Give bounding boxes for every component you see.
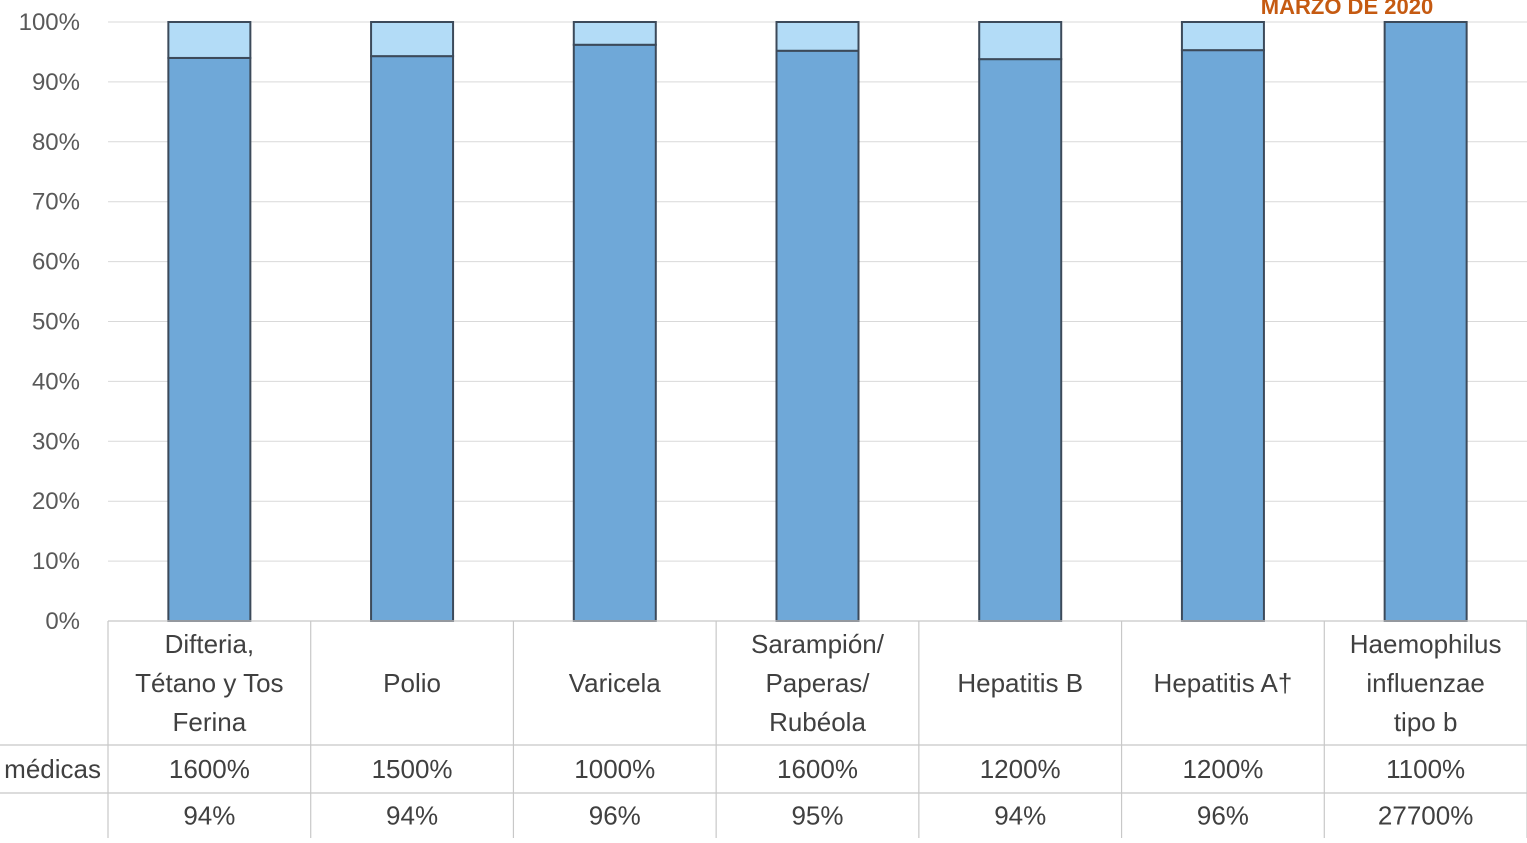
x-tick-label: Polio [383, 668, 441, 698]
y-tick-label: 40% [32, 368, 80, 395]
y-tick-label: 70% [32, 189, 80, 216]
x-tick-label: Rubéola [769, 707, 866, 737]
x-tick-label: influenzae [1366, 668, 1485, 698]
y-tick-label: 60% [32, 249, 80, 276]
table-cell: 27700% [1378, 801, 1473, 831]
x-tick-label: Sarampión/ [751, 629, 885, 659]
y-tick-label: 30% [32, 428, 80, 455]
bar-segment [1383, 21, 1468, 622]
bar-segment [572, 21, 657, 46]
table-cell: 1100% [1386, 754, 1465, 784]
bar-segment [572, 43, 657, 622]
bar-segment [370, 55, 455, 622]
x-tick-label: Haemophilus [1350, 629, 1502, 659]
x-tick-label: Difteria, [165, 629, 255, 659]
y-tick-label: 80% [32, 129, 80, 156]
y-tick-label: 0% [45, 608, 80, 635]
bar-segment [167, 21, 252, 59]
table-cell: 1000% [574, 754, 655, 784]
bar-segment [775, 49, 860, 622]
table-cell: 1600% [169, 754, 250, 784]
x-tick-label: tipo b [1394, 707, 1458, 737]
table-cell: 94% [994, 801, 1046, 831]
x-tick-label: Paperas/ [765, 668, 870, 698]
bar-segment [978, 58, 1063, 622]
x-tick-label: Ferina [173, 707, 247, 737]
y-axis: 0% 10% 20% 30% 40% 50% 60% 70% 80% 90% 100% [19, 9, 80, 635]
bar-segment [1180, 49, 1265, 622]
table-cell: 1500% [372, 754, 453, 784]
bars [167, 21, 1468, 622]
table-cell: 1600% [777, 754, 858, 784]
table-cell: 96% [1197, 801, 1249, 831]
x-tick-label: Varicela [569, 668, 662, 698]
x-tick-label: Hepatitis A† [1154, 668, 1293, 698]
bar-segment [370, 21, 455, 58]
y-tick-label: 100% [19, 9, 80, 36]
table-cell: 1200% [980, 754, 1061, 784]
y-tick-label: 90% [32, 69, 80, 96]
bar-segment [1180, 21, 1265, 52]
y-tick-label: 50% [32, 309, 80, 336]
data-table: Difteria, Tétano y Tos Ferina Polio Varicela… [0, 620, 1527, 838]
bar-segment [978, 21, 1063, 61]
x-tick-label: Hepatitis B [957, 668, 1083, 698]
table-cell: 94% [183, 801, 235, 831]
table-cell: 94% [386, 801, 438, 831]
chart-subtitle: MARZO DE 2020 [1261, 0, 1433, 19]
table-cell: 1200% [1182, 754, 1263, 784]
table-row-label: médicas [4, 754, 101, 784]
bar-segment [775, 21, 860, 52]
bar-segment [167, 56, 252, 622]
table-cell: 96% [589, 801, 641, 831]
x-tick-label: Tétano y Tos [135, 668, 283, 698]
table-cell: 95% [791, 801, 843, 831]
y-tick-label: 20% [32, 488, 80, 515]
y-tick-label: 10% [32, 548, 80, 575]
